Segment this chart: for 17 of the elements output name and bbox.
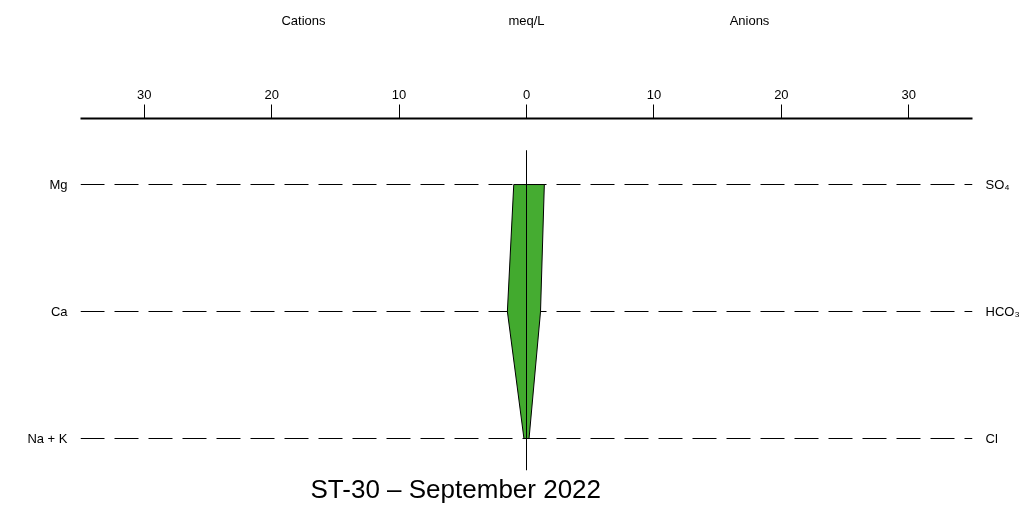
x-tick-label: 30 [136,86,152,102]
y2-tick-label: SO₄ [985,177,1010,193]
y2-tick-label: Cl [985,431,998,446]
x-tick-label: 30 [901,86,917,102]
x-axis-title: meq/L [508,13,545,28]
y-tick-label: Ca [50,304,69,320]
x-tick-label: 20 [264,86,279,102]
text: ST-30 – September 2022 [310,473,602,504]
x-tick-label: 20 [774,86,789,102]
y-tick-label: Mg [49,177,68,193]
x-tick-label: 10 [391,86,407,102]
text: Anions [729,13,770,28]
x-tick-label: 10 [646,86,662,102]
y-tick-label: Na + K [27,431,68,446]
text: Cations [281,13,327,28]
x-tick-label: 0 [522,86,531,102]
y2-tick-label: HCO₃ [985,304,1020,320]
